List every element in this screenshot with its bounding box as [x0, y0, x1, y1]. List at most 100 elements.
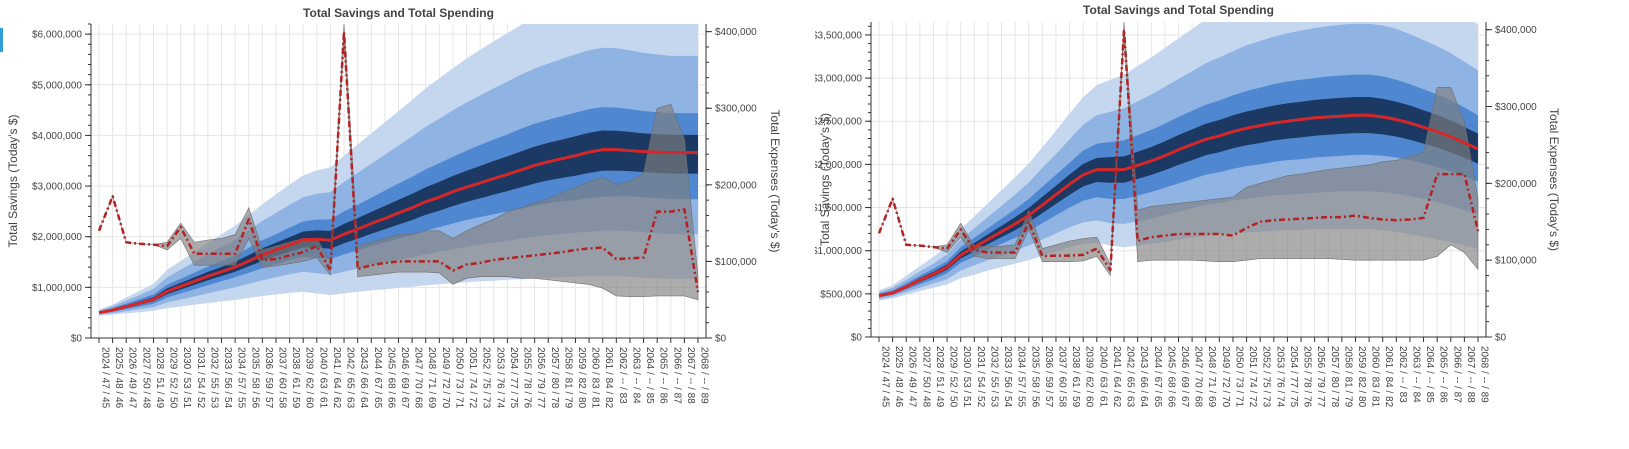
- savings-chart-left: $0 $1,000,000 $2,000,000 $3,000,000 $4,000,0…: [6, 6, 782, 409]
- x-tick-label: 2038 / 61 / 59: [290, 347, 301, 409]
- expense-band: [878, 22, 1479, 277]
- x-tick-label: 2041 / 64 / 62: [331, 347, 342, 409]
- x-tick-label: 2027 / 50 / 48: [920, 346, 931, 408]
- x-tick-label: 2035 / 58 / 56: [249, 347, 260, 409]
- x-tick-label: 2033 / 56 / 54: [222, 347, 233, 409]
- x-tick-label: 2032 / 55 / 53: [988, 346, 999, 408]
- left-tick-label: $0: [71, 334, 83, 345]
- x-tick-label: 2040 / 63 / 61: [317, 347, 328, 409]
- right-tick-label: $100,000: [1495, 256, 1537, 267]
- x-tick-label: 2049 / 72 / 70: [1220, 346, 1231, 408]
- x-tick-label: 2067 / -- / 88: [1465, 346, 1476, 403]
- x-tick-label: 2048 / 71 / 69: [1206, 346, 1217, 408]
- x-tick-label: 2030 / 53 / 51: [961, 346, 972, 408]
- x-tick-label: 2052 / 75 / 73: [481, 347, 492, 409]
- left-tick-label: $3,000,000: [32, 182, 82, 193]
- x-tick-label: 2028 / 51 / 49: [934, 346, 945, 408]
- x-tick-label: 2063 / -- / 84: [630, 347, 641, 404]
- x-tick-label: 2066 / -- / 87: [671, 347, 682, 404]
- left-tick-label: $6,000,000: [32, 30, 82, 41]
- plot-area: [877, 22, 1480, 301]
- x-tick-label: 2053 / 76 / 74: [494, 347, 505, 409]
- x-tick-label: 2024 / 47 / 45: [100, 347, 111, 409]
- x-tick-label: 2036 / 59 / 57: [263, 347, 274, 409]
- x-tick-label: 2041 / 64 / 62: [1111, 346, 1122, 408]
- left-tick-label: $0: [851, 333, 863, 344]
- x-tick-label: 2043 / 66 / 64: [358, 347, 369, 409]
- x-tick-label: 2059 / 82 / 80: [576, 347, 587, 409]
- x-tick-label: 2059 / 82 / 80: [1356, 346, 1367, 408]
- x-tick-label: 2047 / 70 / 68: [413, 347, 424, 409]
- x-tick-label: 2029 / 52 / 50: [948, 346, 959, 408]
- savings-band-core: [879, 97, 1478, 297]
- left-tick-label: $2,000,000: [815, 160, 862, 171]
- x-tick-label: 2038 / 61 / 59: [1070, 346, 1081, 408]
- right-tick-label: $400,000: [1495, 25, 1537, 36]
- left-tick-label: $2,500,000: [815, 117, 862, 128]
- x-tick-label: 2026 / 49 / 47: [907, 346, 918, 408]
- right-tick-label: $300,000: [715, 104, 757, 115]
- x-tick-label: 2064 / -- / 85: [644, 347, 655, 404]
- x-tick-label: 2057 / 80 / 78: [549, 347, 560, 409]
- left-tick-label: $3,000,000: [815, 74, 862, 85]
- x-tick-label: 2034 / 57 / 55: [1016, 346, 1027, 408]
- x-tick-label: 2035 / 58 / 56: [1029, 346, 1040, 408]
- savings-chart-right: $0 $500,000 $1,000,000 $1,500,000 $2,000,000…: [815, 3, 1561, 408]
- chart-title: Total Savings and Total Spending: [303, 6, 494, 20]
- x-tick-label: 2034 / 57 / 55: [236, 347, 247, 409]
- left-tick-label: $1,000,000: [32, 283, 82, 294]
- chart-title: Total Savings and Total Spending: [1083, 3, 1274, 17]
- x-tick-label: 2039 / 62 / 60: [304, 347, 315, 409]
- x-tick-label: 2050 / 73 / 71: [454, 347, 465, 409]
- x-tick-label: 2049 / 72 / 70: [440, 347, 451, 409]
- x-tick-label: 2058 / 81 / 79: [1342, 346, 1353, 408]
- x-tick-label: 2065 / -- / 86: [658, 347, 669, 404]
- x-tick-label: 2027 / 50 / 48: [140, 347, 151, 409]
- left-tick-label: $5,000,000: [32, 80, 82, 91]
- left-tick-label: $1,000,000: [815, 246, 862, 257]
- x-tick-label: 2028 / 51 / 49: [154, 347, 165, 409]
- x-tick-label: 2037 / 60 / 58: [1057, 346, 1068, 408]
- x-tick-label: 2039 / 62 / 60: [1084, 346, 1095, 408]
- right-tick-label: $200,000: [715, 180, 757, 191]
- x-tick-label: 2046 / 69 / 67: [1179, 346, 1190, 408]
- x-tick-label: 2057 / 80 / 78: [1329, 346, 1340, 408]
- x-tick-label: 2051 / 74 / 72: [1247, 346, 1258, 408]
- x-tick-label: 2040 / 63 / 61: [1097, 346, 1108, 408]
- x-tick-label: 2061 / 84 / 82: [603, 347, 614, 409]
- x-tick-label: 2042 / 65 / 63: [1125, 346, 1136, 408]
- x-tick-label: 2037 / 60 / 58: [277, 347, 288, 409]
- savings-median-line: [878, 113, 1479, 298]
- x-tick-label: 2048 / 71 / 69: [426, 347, 437, 409]
- x-tick-label: 2062 / -- / 83: [617, 347, 628, 404]
- x-tick-label: 2064 / -- / 85: [1424, 346, 1435, 403]
- x-tick-label: 2055 / 78 / 76: [522, 347, 533, 409]
- x-tick-label: 2065 / -- / 86: [1438, 346, 1449, 403]
- right-tick-label: $0: [715, 334, 727, 345]
- x-tick-label: 2045 / 68 / 66: [1165, 346, 1176, 408]
- x-tick-label: 2053 / 76 / 74: [1274, 346, 1285, 408]
- accent-bar: [0, 28, 3, 52]
- right-axis-label: Total Expenses (Today's $): [1547, 108, 1561, 251]
- x-tick-label: 2055 / 78 / 76: [1302, 346, 1313, 408]
- right-tick-label: $0: [1495, 333, 1507, 344]
- left-axis-label: Total Savings (Today's $): [6, 114, 20, 247]
- x-tick-label: 2067 / -- / 88: [685, 347, 696, 404]
- x-tick-label: 2024 / 47 / 45: [880, 346, 891, 408]
- x-tick-label: 2068 / -- / 89: [1479, 346, 1490, 403]
- x-tick-label: 2030 / 53 / 51: [181, 347, 192, 409]
- right-tick-label: $400,000: [715, 27, 757, 38]
- plot-area: [97, 24, 700, 316]
- x-tick-label: 2052 / 75 / 73: [1261, 346, 1272, 408]
- left-tick-label: $500,000: [820, 289, 862, 300]
- x-tick-label: 2056 / 79 / 77: [1315, 346, 1326, 408]
- x-tick-label: 2026 / 49 / 47: [127, 347, 138, 409]
- x-tick-label: 2058 / 81 / 79: [562, 347, 573, 409]
- x-tick-label: 2036 / 59 / 57: [1043, 346, 1054, 408]
- savings-median-line: [98, 148, 698, 315]
- left-tick-label: $1,500,000: [815, 203, 862, 214]
- right-tick-label: $300,000: [1495, 102, 1537, 113]
- right-axis-label: Total Expenses (Today's $): [768, 109, 782, 252]
- right-tick-label: $100,000: [715, 257, 757, 268]
- savings-band-core: [99, 130, 698, 314]
